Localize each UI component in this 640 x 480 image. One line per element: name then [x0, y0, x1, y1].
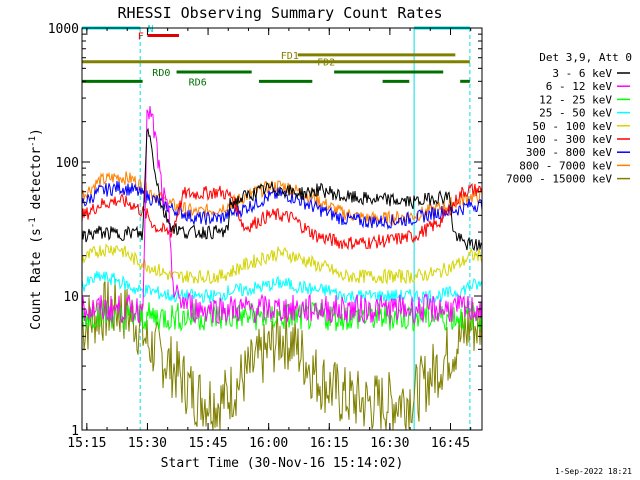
x-tick-label: 15:30 [128, 436, 167, 451]
x-tick-label: 15:45 [188, 436, 227, 451]
observing-flag-label: FD2 [317, 58, 335, 69]
legend-entry-label: 12 - 25 keV [539, 93, 612, 106]
x-tick-label: 15:15 [67, 436, 106, 451]
x-tick-label: 16:15 [310, 436, 349, 451]
x-tick-label: 16:30 [370, 436, 409, 451]
x-axis-label: Start Time (30-Nov-16 15:14:02) [161, 456, 404, 471]
x-tick-label: 16:00 [249, 436, 288, 451]
legend-entry-label: 7000 - 15000 keV [506, 173, 612, 186]
observing-flag-label: FD1 [281, 51, 299, 62]
y-tick-label: 100 [56, 156, 79, 171]
y-axis-label-end: ) [29, 128, 44, 136]
y-axis-label-sup2: -1 [28, 136, 38, 147]
y-axis-label-mid: detector [29, 147, 44, 218]
legend-entry-label: 300 - 800 keV [526, 146, 612, 159]
legend-entry-label: 25 - 50 keV [539, 107, 612, 120]
series-line-50-100-kev [81, 243, 483, 285]
chart-title: RHESSI Observing Summary Count Rates [117, 4, 442, 22]
series-line-25-50-kev [81, 270, 483, 305]
legend-entry-label: 3 - 6 keV [552, 67, 612, 80]
observing-flag-label: N [147, 24, 153, 35]
legend-title: Det 3,9, Att 0 [539, 51, 632, 64]
y-tick-label: 1000 [48, 22, 79, 37]
plot-frame [81, 27, 483, 431]
observing-flag-label: RD6 [189, 77, 207, 88]
y-tick-label: 1 [71, 424, 79, 439]
generation-timestamp: 1-Sep-2022 18:21 [555, 467, 632, 476]
series-line-7000-15000-kev [81, 278, 483, 431]
y-tick-label: 10 [63, 290, 79, 305]
y-axis-label: Count Rate (s-1 detector-1) [28, 128, 44, 330]
legend-entry-label: 800 - 7000 keV [519, 159, 612, 172]
series-line-100-300-kev [81, 183, 483, 251]
observing-flag-label: F [138, 31, 144, 42]
series-line-6-12-kev [81, 106, 483, 326]
series-line-3-6-kev [81, 127, 483, 253]
observing-flag-label: RD0 [152, 68, 170, 79]
legend-entry-label: 6 - 12 keV [546, 80, 613, 93]
y-axis-label-main: Count Rate (s [29, 228, 44, 330]
x-tick-label: 16:45 [431, 436, 470, 451]
y-axis-label-sup1: -1 [28, 217, 38, 228]
legend-entry-label: 50 - 100 keV [533, 120, 613, 133]
legend-entry-label: 100 - 300 keV [526, 133, 612, 146]
